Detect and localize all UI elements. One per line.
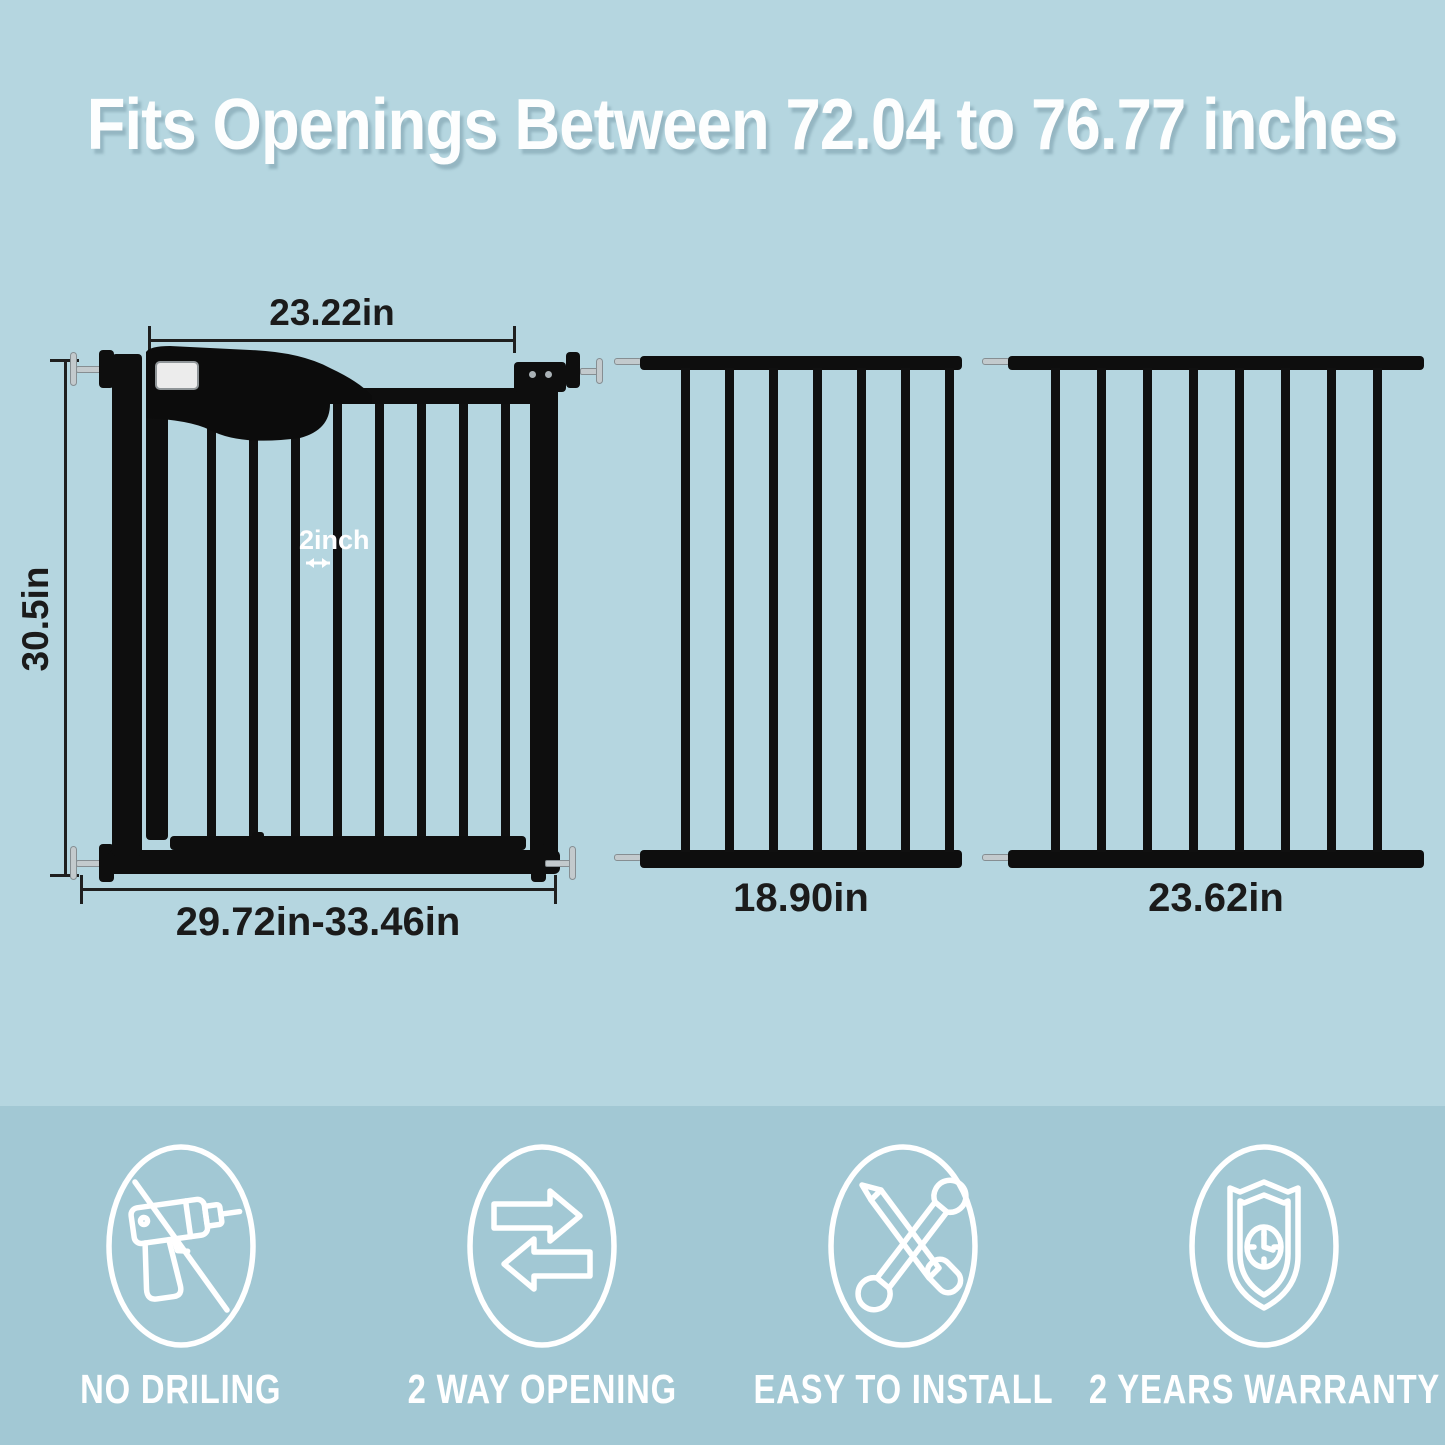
- small-panel-width-label: 18.90in: [733, 876, 869, 920]
- top-dimension-line: [148, 339, 516, 342]
- feature-easy-install: EASY TO INSTALL: [723, 1106, 1084, 1445]
- gate-base-bar: [108, 850, 560, 874]
- feature-label: NO DRILING: [80, 1366, 282, 1412]
- gate-foot-nub: [252, 832, 264, 852]
- bottom-dimension-line: [80, 888, 557, 891]
- large-panel-pin-top: [982, 358, 1010, 365]
- features-band: NO DRILING 2 WAY OPENING EASY: [0, 1106, 1445, 1445]
- large-panel-bottom-rail: [1008, 850, 1424, 868]
- small-panel-pin-top: [614, 358, 642, 365]
- feature-label: 2 WAY OPENING: [407, 1366, 677, 1412]
- spindle-stem-bottom-right: [545, 860, 572, 867]
- small-panel-bottom-rail: [640, 850, 962, 868]
- large-panel-bars: [1014, 368, 1418, 852]
- no-drilling-icon: [105, 1144, 256, 1348]
- two-inch-arrow-icon: [306, 558, 330, 568]
- easy-install-icon: [828, 1144, 978, 1348]
- page-title: Fits Openings Between 72.04 to 76.77 inc…: [86, 85, 1399, 165]
- height-label: 30.5in: [15, 566, 56, 672]
- spindle-cap-bottom-right: [531, 844, 546, 882]
- feature-no-drilling: NO DRILING: [0, 1106, 361, 1445]
- large-panel-top-rail: [1008, 356, 1424, 370]
- two-way-opening-icon: [467, 1144, 617, 1348]
- spindle-disc-top-right: [596, 358, 603, 384]
- height-dimension-tick-top: [50, 359, 79, 362]
- warranty-icon: [1189, 1144, 1340, 1348]
- large-panel-pin-bottom: [982, 854, 1010, 861]
- small-panel-top-rail: [640, 356, 962, 370]
- gate-hinge-stile: [146, 400, 168, 840]
- feature-two-way-opening: 2 WAY OPENING: [361, 1106, 722, 1445]
- top-width-label: 23.22in: [269, 292, 395, 333]
- gate-right-post: [530, 368, 558, 856]
- gate-door-bottom-rail: [170, 836, 526, 850]
- top-dimension-tick-right: [513, 326, 516, 353]
- spindle-cap-top-left: [99, 350, 114, 388]
- gate-door-bars: [174, 404, 522, 836]
- height-dimension-tick-bottom: [50, 874, 79, 877]
- height-dimension-line: [64, 360, 67, 877]
- gate-left-post: [112, 354, 142, 856]
- spindle-disc-bottom-right: [569, 846, 576, 880]
- latch-handle: [146, 346, 372, 441]
- feature-label: EASY TO INSTALL: [753, 1366, 1054, 1412]
- feature-warranty: 2 YEARS WARRANTY: [1084, 1106, 1445, 1445]
- latch-catch-bracket: [514, 362, 566, 392]
- top-dimension-tick-left: [148, 326, 151, 353]
- bracket-rivet-1: [529, 371, 536, 378]
- feature-label: 2 YEARS WARRANTY: [1088, 1366, 1440, 1412]
- bar-gap-label: 2inch: [299, 525, 370, 555]
- bracket-rivet-2: [545, 371, 552, 378]
- large-panel-width-label: 23.62in: [1148, 876, 1284, 920]
- bottom-dimension-tick-right: [554, 875, 557, 904]
- small-panel-bars: [646, 368, 962, 852]
- bottom-dimension-tick-left: [80, 875, 83, 904]
- spindle-cap-top-right: [566, 352, 580, 388]
- bottom-width-label: 29.72in-33.46in: [175, 900, 461, 944]
- small-panel-pin-bottom: [614, 854, 642, 861]
- latch-button: [155, 361, 199, 390]
